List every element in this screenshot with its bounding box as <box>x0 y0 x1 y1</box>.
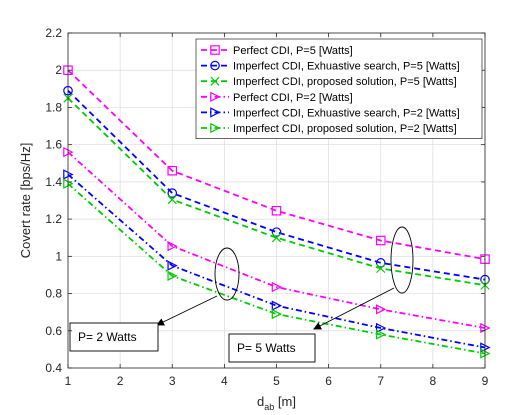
series-line <box>67 183 486 355</box>
annotation-box <box>228 333 316 363</box>
data-point-marker <box>167 270 178 282</box>
x-axis-label-main: d <box>257 394 264 409</box>
x-tick-label: 5 <box>273 374 280 388</box>
annotation-1: P= 2 Watts <box>69 322 159 352</box>
annotation-ellipse <box>214 247 240 301</box>
data-point-marker <box>210 76 220 86</box>
y-tick-label: 1.4 <box>45 175 62 189</box>
data-point-marker <box>271 300 283 311</box>
series-line <box>67 151 486 329</box>
data-point-marker <box>375 329 387 340</box>
annotation-layer: P= 2 Watts P= 5 Watts <box>69 226 414 363</box>
y-tick-label: 1.2 <box>45 212 62 226</box>
data-point-marker <box>375 322 387 334</box>
data-point-marker <box>210 45 220 55</box>
annotation-text: P= 5 Watts <box>237 341 296 355</box>
x-tick-label: 9 <box>482 374 489 388</box>
data-point-marker <box>167 188 178 198</box>
data-point-marker <box>167 240 178 252</box>
data-point-marker <box>167 194 177 205</box>
y-tick-label: 0.4 <box>45 361 62 375</box>
series-line <box>67 173 486 349</box>
annotation-2: P= 5 Watts <box>228 333 316 363</box>
y-tick-label: 1 <box>55 249 62 263</box>
legend-item: Imperfect CDI, proposed solution, P=2 [W… <box>201 122 457 135</box>
legend-label: Imperfect CDI, Exhuastive search, P=2 [W… <box>233 107 460 119</box>
data-point-marker <box>271 308 283 320</box>
annotation-text: P= 2 Watts <box>78 330 137 344</box>
data-point-marker <box>375 235 386 246</box>
x-axis-label: dab [m] <box>257 394 296 412</box>
y-tick-label: 1.6 <box>45 138 62 152</box>
data-point-marker <box>375 304 387 315</box>
data-point-marker <box>210 122 221 134</box>
y-tick-label: 1.8 <box>45 100 62 114</box>
legend-item: Imperfect CDI, Exhuastive search, P=2 [W… <box>201 107 460 119</box>
legend-item: Imperfect CDI, proposed solution, P=5 [W… <box>201 76 457 88</box>
y-axis-label: Covert rate [bps/Hz] <box>18 143 33 259</box>
data-point-marker <box>271 227 282 237</box>
legend-label: Imperfect CDI, proposed solution, P=2 [W… <box>233 123 457 135</box>
x-tick-label: 6 <box>325 374 332 388</box>
x-axis-label-sub: ab <box>264 402 274 412</box>
legend-label: Perfect CDI, P=5 [Watts] <box>233 45 353 57</box>
legend-box <box>195 38 483 139</box>
data-point-marker <box>167 165 178 176</box>
data-point-marker <box>375 258 386 268</box>
annotation-ellipse <box>390 226 414 294</box>
x-axis-label-unit: [m] <box>274 394 296 409</box>
series-line <box>67 97 486 287</box>
series-line <box>67 90 486 281</box>
data-point-marker <box>271 205 282 216</box>
x-tick-label: 1 <box>65 374 72 388</box>
y-tick-label: 2.2 <box>45 26 62 40</box>
x-tick-label: 4 <box>221 374 228 388</box>
data-point-marker <box>210 107 221 118</box>
legend: Perfect CDI, P=5 [Watts] Imperfect CDI, E… <box>195 38 483 139</box>
legend-label: Imperfect CDI, proposed solution, P=5 [W… <box>233 76 457 88</box>
annotation-arrow <box>313 287 395 330</box>
annotation-arrow <box>156 295 218 326</box>
y-axis-ticks: 0.4 0.6 0.8 1 1.2 1.4 1.6 1.8 2 2.2 <box>45 26 485 375</box>
legend-item: Perfect CDI, P=5 [Watts] <box>201 45 353 57</box>
x-tick-label: 2 <box>117 374 124 388</box>
series-layer <box>63 65 491 359</box>
legend-label: Imperfect CDI, Exhuastive search, P=5 [W… <box>233 61 460 73</box>
x-tick-label: 7 <box>377 374 384 388</box>
legend-label: Perfect CDI, P=2 [Watts] <box>233 92 353 104</box>
x-tick-label: 3 <box>169 374 176 388</box>
y-tick-label: 0.6 <box>45 324 62 338</box>
data-point-marker <box>210 60 220 71</box>
data-point-marker <box>271 233 282 243</box>
legend-item: Perfect CDI, P=2 [Watts] <box>201 91 353 104</box>
data-point-marker <box>271 281 283 293</box>
legend-item: Imperfect CDI, Exhuastive search, P=5 [W… <box>201 61 460 73</box>
annotation-box <box>69 322 159 352</box>
x-tick-label: 8 <box>430 374 437 388</box>
series-line <box>67 69 486 261</box>
data-point-marker <box>210 91 221 102</box>
y-tick-label: 0.8 <box>45 287 62 301</box>
x-axis-ticks: 1 2 3 4 5 6 7 8 9 <box>65 33 489 388</box>
data-point-marker <box>376 263 386 274</box>
y-tick-label: 2 <box>55 63 62 77</box>
data-point-marker <box>167 260 178 271</box>
